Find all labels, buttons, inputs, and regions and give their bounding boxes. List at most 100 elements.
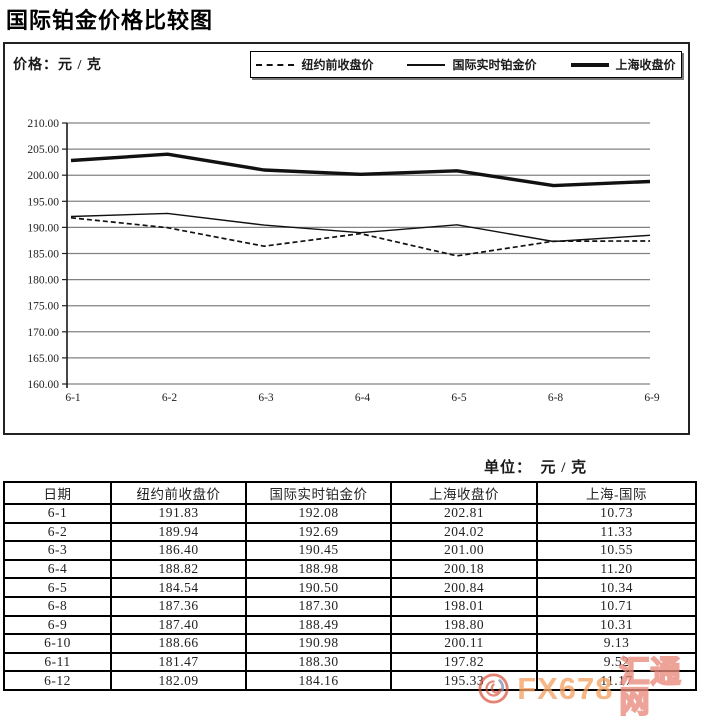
table-header-cell: 上海收盘价 [390, 481, 538, 505]
table-cell: 195.33 [390, 670, 538, 691]
legend-line-sample-thick [570, 62, 609, 67]
price-table-head: 日期 纽约前收盘价 国际实时铂金价 上海收盘价 上海-国际 [3, 481, 697, 505]
table-cell: 192.08 [245, 503, 392, 524]
y-tick-label: 185.00 [27, 249, 59, 261]
table-cell: 6-8 [3, 595, 112, 617]
x-tick-label: 6-2 [162, 392, 178, 404]
table-cell: 6-2 [3, 521, 112, 543]
table-cell: 198.01 [390, 595, 538, 617]
table-cell: 200.84 [390, 577, 538, 598]
table-cell: 200.11 [390, 633, 538, 654]
table-row: 6-8 187.36 187.30 198.01 10.71 [3, 595, 697, 617]
y-tick-label: 175.00 [27, 301, 59, 313]
legend-line-sample-dashed [256, 63, 295, 66]
table-cell: 6-9 [3, 614, 112, 636]
table-cell: 6-10 [3, 633, 112, 654]
table-cell: 10.71 [536, 595, 697, 617]
table-cell: 187.36 [110, 595, 247, 617]
table-row: 6-11 181.47 188.30 197.82 9.52 [3, 651, 697, 673]
table-row: 6-10 188.66 190.98 200.11 9.13 [3, 633, 697, 654]
table-cell: 10.73 [536, 503, 697, 524]
table-cell: 189.94 [110, 521, 247, 543]
y-axis-unit-label: 价格：元 / 克 [13, 58, 102, 73]
table-cell: 204.02 [390, 521, 538, 543]
y-tick-label: 165.00 [27, 353, 59, 365]
y-tick-label: 200.00 [27, 170, 59, 182]
chart-container: 价格：元 / 克 纽约前收盘价 国际实时铂金价 上海收盘价 210.00 205.00… [3, 42, 690, 435]
table-cell: 187.30 [245, 595, 392, 617]
x-tick-label: 6-8 [548, 392, 564, 404]
table-cell: 190.50 [245, 577, 392, 598]
series-line-dashed [70, 216, 651, 257]
table-cell: 6-5 [3, 577, 112, 598]
price-table: 日期 纽约前收盘价 国际实时铂金价 上海收盘价 上海-国际 6-1 191.83 192.0… [3, 481, 697, 691]
legend-item-thin: 国际实时铂金价 [407, 56, 537, 73]
legend-line-sample-thin [407, 63, 446, 66]
legend-item-thick: 上海收盘价 [570, 56, 676, 73]
x-tick-label: 6-5 [451, 392, 467, 404]
table-cell: 190.98 [245, 633, 392, 654]
page-title: 国际铂金价格比较图 [6, 8, 214, 33]
table-cell: 202.81 [390, 503, 538, 524]
table-cell: 190.45 [245, 540, 392, 561]
table-cell: 10.34 [536, 577, 697, 598]
table-cell: 188.49 [245, 614, 392, 636]
table-cell: 6-11 [3, 651, 112, 673]
table-cell: 10.31 [536, 614, 697, 636]
legend-label: 国际实时铂金价 [452, 58, 537, 72]
table-cell: 181.47 [110, 651, 247, 673]
table-row: 6-12 182.09 184.16 195.33 11.17 [3, 670, 697, 691]
table-cell: 201.00 [390, 540, 538, 561]
table-header-cell: 上海-国际 [536, 481, 697, 505]
table-cell: 184.16 [245, 670, 392, 691]
legend-item-dashed: 纽约前收盘价 [256, 56, 373, 73]
table-cell: 187.40 [110, 614, 247, 636]
table-cell: 6-4 [3, 558, 112, 580]
table-row: 6-2 189.94 192.69 204.02 11.33 [3, 521, 697, 543]
price-line-chart: 210.00 205.00 200.00 195.00 190.00 185.00 180.… [27, 118, 660, 404]
table-cell: 10.55 [536, 540, 697, 561]
table-row: 6-5 184.54 190.50 200.84 10.34 [3, 577, 697, 598]
x-tick-label: 6-1 [65, 392, 81, 404]
table-cell: 188.82 [110, 558, 247, 580]
y-tick-label: 170.00 [27, 327, 59, 339]
table-cell: 6-1 [3, 503, 112, 524]
series-line-thin [70, 212, 651, 243]
table-row: 6-4 188.82 188.98 200.18 11.20 [3, 558, 697, 580]
table-cell: 182.09 [110, 670, 247, 691]
table-row: 6-9 187.40 188.49 198.80 10.31 [3, 614, 697, 636]
y-tick-label: 210.00 [27, 118, 59, 130]
legend-label: 纽约前收盘价 [301, 58, 374, 72]
table-cell: 11.20 [536, 558, 697, 580]
x-tick-label: 6-3 [258, 392, 274, 404]
chart-legend: 纽约前收盘价 国际实时铂金价 上海收盘价 [250, 51, 682, 78]
table-cell: 6-12 [3, 670, 112, 691]
price-table-body: 6-1 191.83 192.08 202.81 10.73 6-2 189.94 192.6… [3, 503, 697, 691]
table-cell: 188.66 [110, 633, 247, 654]
x-tick-label: 6-4 [355, 392, 371, 404]
table-cell: 198.80 [390, 614, 538, 636]
table-row: 6-1 191.83 192.08 202.81 10.73 [3, 503, 697, 524]
x-tick-label: 6-9 [644, 392, 660, 404]
y-tick-label: 160.00 [27, 379, 59, 391]
y-tick-label: 180.00 [27, 275, 59, 287]
table-cell: 9.13 [536, 633, 697, 654]
y-tick-label: 205.00 [27, 144, 59, 156]
table-cell: 188.30 [245, 651, 392, 673]
y-tick-label: 195.00 [27, 196, 59, 208]
table-row: 6-3 186.40 190.45 201.00 10.55 [3, 540, 697, 561]
table-cell: 6-3 [3, 540, 112, 561]
table-cell: 192.69 [245, 521, 392, 543]
table-cell: 191.83 [110, 503, 247, 524]
table-cell: 186.40 [110, 540, 247, 561]
table-header-cell: 日期 [3, 481, 112, 505]
table-header-row: 日期 纽约前收盘价 国际实时铂金价 上海收盘价 上海-国际 [3, 481, 697, 505]
table-cell: 197.82 [390, 651, 538, 673]
table-cell: 184.54 [110, 577, 247, 598]
table-cell: 9.52 [536, 651, 697, 673]
table-cell: 11.17 [536, 670, 697, 691]
table-unit-label: 单位： 元 / 克 [484, 460, 588, 476]
table-header-cell: 国际实时铂金价 [245, 481, 392, 505]
y-tick-label: 190.00 [27, 222, 59, 234]
